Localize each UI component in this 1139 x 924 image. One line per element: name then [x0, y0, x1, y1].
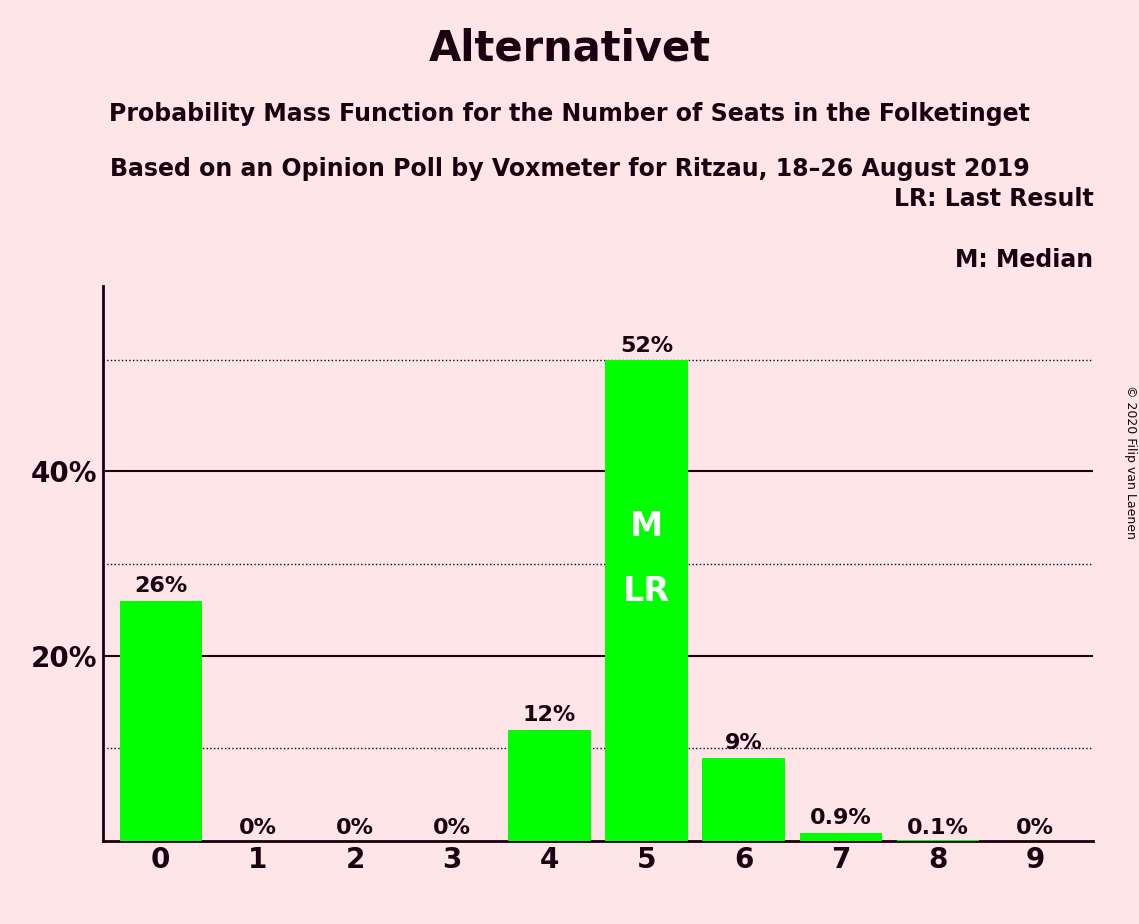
Text: Alternativet: Alternativet	[428, 28, 711, 69]
Bar	[508, 730, 591, 841]
Text: 26%: 26%	[134, 576, 188, 596]
Bar	[605, 360, 688, 841]
Text: 0%: 0%	[433, 818, 472, 838]
Text: 0.1%: 0.1%	[907, 818, 969, 838]
Text: 0%: 0%	[1016, 818, 1055, 838]
Text: 0.9%: 0.9%	[810, 808, 871, 828]
Text: M: Median: M: Median	[956, 248, 1093, 272]
Text: 52%: 52%	[620, 335, 673, 356]
Text: 9%: 9%	[724, 733, 763, 753]
Text: 0%: 0%	[336, 818, 374, 838]
Text: LR: Last Result: LR: Last Result	[894, 187, 1093, 211]
Bar	[120, 601, 202, 841]
Bar	[896, 840, 980, 841]
Text: 0%: 0%	[239, 818, 277, 838]
Text: LR: LR	[623, 575, 670, 608]
Text: 12%: 12%	[523, 705, 576, 725]
Text: Probability Mass Function for the Number of Seats in the Folketinget: Probability Mass Function for the Number…	[109, 102, 1030, 126]
Text: © 2020 Filip van Laenen: © 2020 Filip van Laenen	[1124, 385, 1137, 539]
Bar	[800, 833, 882, 841]
Bar	[703, 758, 785, 841]
Text: M: M	[630, 510, 663, 543]
Text: Based on an Opinion Poll by Voxmeter for Ritzau, 18–26 August 2019: Based on an Opinion Poll by Voxmeter for…	[109, 157, 1030, 181]
